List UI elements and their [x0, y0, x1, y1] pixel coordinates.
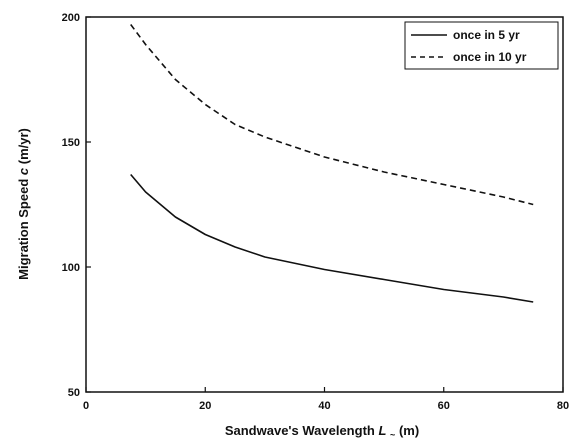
x-axis-label-unit: (m)	[399, 423, 419, 438]
y-axis-label-unit: (m/yr)	[16, 128, 31, 164]
y-axis-label: Migration Speed c (m/yr)	[16, 128, 31, 280]
legend-box	[404, 21, 559, 70]
x-axis-label-text: Sandwave's Wavelength	[225, 423, 375, 438]
x-axis-label: Sandwave's Wavelength L ~ (m)	[225, 423, 419, 441]
y-axis-label-variable: c	[16, 167, 31, 175]
x-tick-label-1: 20	[199, 400, 211, 412]
x-tick-label-0: 0	[83, 400, 89, 412]
x-axis-label-subscript: ~	[390, 430, 395, 440]
x-tick-label-4: 80	[557, 400, 569, 412]
axis-ticks	[85, 16, 564, 393]
tick-labels: 0 20 40 60 80 50 100 150 200	[62, 12, 569, 412]
x-tick-label-3: 60	[438, 400, 450, 412]
series-lines	[130, 24, 534, 303]
series-line-2	[130, 24, 534, 206]
series-line-1	[130, 173, 534, 303]
legend-label-series-2: once in 10 yr	[453, 50, 527, 64]
y-tick-label-2: 150	[62, 137, 80, 149]
y-tick-label-3: 200	[62, 12, 80, 24]
y-tick-label-0: 50	[68, 387, 80, 399]
y-tick-label-1: 100	[62, 262, 80, 274]
legend-label-series-1: once in 5 yr	[453, 28, 520, 42]
y-axis-label-text: Migration Speed	[16, 179, 31, 280]
x-axis-label-variable: L	[378, 423, 386, 438]
x-tick-label-2: 40	[318, 400, 330, 412]
plot-frame	[85, 16, 564, 393]
legend: once in 5 yr once in 10 yr	[404, 21, 559, 70]
